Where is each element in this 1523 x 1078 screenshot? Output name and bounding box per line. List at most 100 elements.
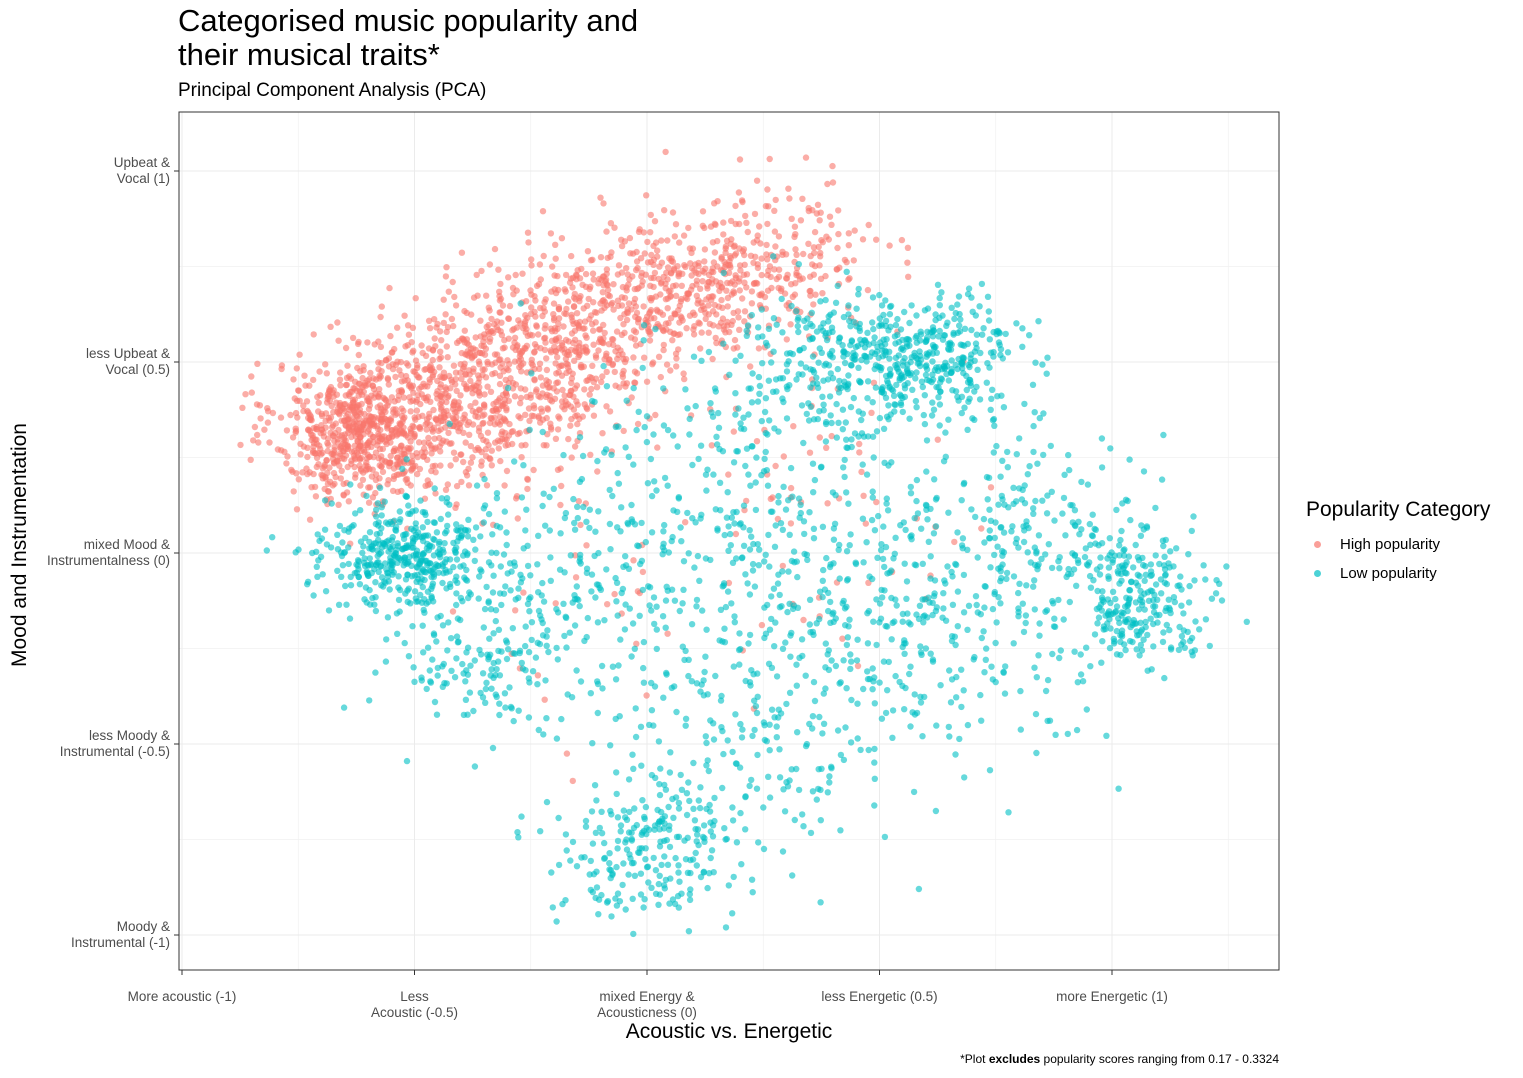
- data-point-high-popularity: [421, 439, 428, 446]
- data-point-high-popularity: [453, 387, 460, 395]
- data-point-low-popularity: [1043, 370, 1050, 377]
- data-point-low-popularity: [817, 298, 824, 305]
- data-point-low-popularity: [441, 540, 448, 547]
- data-point-high-popularity: [797, 217, 805, 224]
- data-point-high-popularity: [488, 462, 495, 469]
- data-point-low-popularity: [848, 696, 855, 704]
- data-point-high-popularity: [699, 278, 706, 285]
- data-point-low-popularity: [927, 650, 934, 657]
- data-point-high-popularity: [764, 287, 772, 294]
- data-point-low-popularity: [345, 544, 352, 551]
- data-point-low-popularity: [929, 399, 936, 406]
- data-point-low-popularity: [432, 561, 440, 568]
- data-point-high-popularity: [477, 317, 484, 324]
- data-point-low-popularity: [1137, 587, 1144, 595]
- data-point-low-popularity: [770, 348, 777, 355]
- data-point-low-popularity: [615, 423, 622, 430]
- data-point-low-popularity: [310, 592, 317, 599]
- data-point-high-popularity: [783, 336, 790, 343]
- data-point-low-popularity: [446, 556, 454, 563]
- data-point-low-popularity: [591, 782, 599, 789]
- data-point-high-popularity: [586, 316, 593, 323]
- data-point-low-popularity: [415, 561, 423, 568]
- data-point-high-popularity: [583, 334, 590, 341]
- data-point-low-popularity: [689, 461, 696, 469]
- data-point-low-popularity: [614, 814, 622, 821]
- data-point-low-popularity: [592, 528, 599, 535]
- data-point-low-popularity: [1061, 471, 1068, 478]
- data-point-low-popularity: [470, 536, 477, 543]
- data-point-high-popularity: [359, 374, 366, 382]
- data-point-low-popularity: [1047, 442, 1055, 450]
- data-point-high-popularity: [525, 405, 533, 412]
- data-point-low-popularity: [389, 559, 396, 566]
- data-point-high-popularity: [633, 309, 641, 317]
- data-point-high-popularity: [437, 400, 444, 408]
- data-point-high-popularity: [779, 562, 786, 570]
- data-point-low-popularity: [765, 531, 772, 539]
- data-point-high-popularity: [563, 305, 570, 313]
- data-point-low-popularity: [490, 674, 497, 681]
- data-point-high-popularity: [514, 430, 521, 438]
- data-point-low-popularity: [764, 342, 771, 349]
- data-point-low-popularity: [826, 779, 833, 786]
- data-point-high-popularity: [440, 296, 447, 303]
- data-point-high-popularity: [485, 321, 492, 329]
- data-point-high-popularity: [702, 265, 709, 272]
- data-point-low-popularity: [844, 576, 852, 583]
- data-point-low-popularity: [576, 434, 584, 441]
- data-point-low-popularity: [703, 739, 710, 747]
- data-point-low-popularity: [880, 425, 888, 432]
- data-point-low-popularity: [846, 542, 853, 549]
- data-point-low-popularity: [1013, 535, 1020, 542]
- data-point-low-popularity: [1089, 511, 1096, 518]
- data-point-high-popularity: [599, 430, 606, 437]
- data-point-high-popularity: [442, 311, 449, 318]
- data-point-low-popularity: [1049, 597, 1056, 605]
- data-point-high-popularity: [293, 506, 301, 513]
- data-point-high-popularity: [237, 441, 244, 449]
- data-point-low-popularity: [528, 370, 535, 377]
- data-point-low-popularity: [472, 546, 479, 553]
- data-point-low-popularity: [671, 683, 678, 690]
- data-point-low-popularity: [847, 403, 855, 411]
- data-point-high-popularity: [480, 342, 487, 350]
- data-point-low-popularity: [376, 550, 383, 557]
- data-point-high-popularity: [485, 441, 492, 449]
- data-point-low-popularity: [500, 551, 508, 558]
- data-point-low-popularity: [686, 415, 693, 423]
- data-point-low-popularity: [1113, 651, 1121, 658]
- data-point-high-popularity: [987, 484, 995, 491]
- data-point-low-popularity: [1092, 540, 1099, 547]
- data-point-low-popularity: [726, 371, 733, 378]
- data-point-high-popularity: [586, 391, 593, 398]
- data-point-low-popularity: [366, 697, 373, 704]
- data-point-low-popularity: [412, 520, 419, 527]
- data-point-high-popularity: [644, 259, 652, 266]
- data-point-high-popularity: [344, 463, 351, 471]
- data-point-high-popularity: [370, 420, 378, 427]
- data-point-high-popularity: [590, 341, 597, 348]
- data-point-high-popularity: [511, 339, 518, 346]
- data-point-low-popularity: [590, 871, 598, 878]
- data-point-high-popularity: [450, 322, 457, 330]
- data-point-high-popularity: [771, 228, 779, 235]
- data-point-high-popularity: [366, 398, 373, 405]
- data-point-high-popularity: [722, 261, 730, 268]
- data-point-high-popularity: [805, 204, 812, 212]
- data-point-low-popularity: [702, 733, 709, 740]
- data-point-high-popularity: [385, 459, 393, 466]
- data-point-low-popularity: [898, 372, 905, 380]
- data-point-high-popularity: [835, 207, 842, 214]
- data-point-high-popularity: [741, 279, 748, 286]
- data-point-low-popularity: [980, 325, 987, 332]
- data-point-low-popularity: [868, 349, 876, 356]
- data-point-low-popularity: [1126, 587, 1134, 594]
- data-point-low-popularity: [1159, 638, 1167, 646]
- data-point-high-popularity: [613, 328, 621, 335]
- data-point-low-popularity: [1107, 599, 1114, 607]
- data-point-high-popularity: [361, 410, 368, 418]
- data-point-high-popularity: [255, 439, 262, 446]
- data-point-high-popularity: [647, 229, 654, 236]
- data-point-high-popularity: [484, 429, 492, 436]
